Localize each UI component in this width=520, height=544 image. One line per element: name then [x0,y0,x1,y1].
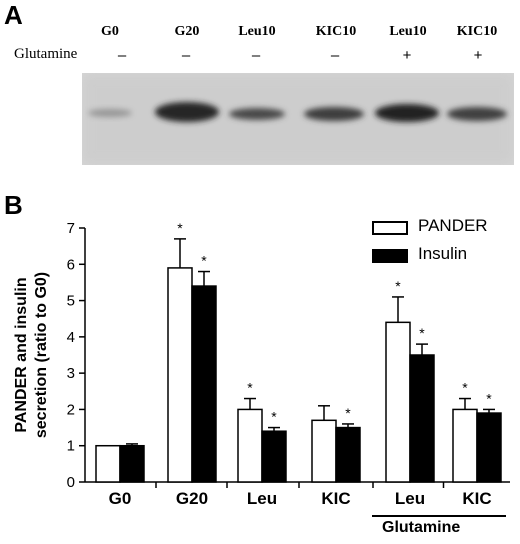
y-tick-label: 4 [67,329,75,346]
x-tick-label: KIC [321,489,350,508]
significance-marker: * [486,390,492,406]
y-tick-label: 0 [67,474,75,491]
y-tick-label: 5 [67,293,75,310]
bar-insulin [119,444,145,483]
glutamine-sign: + [473,47,483,64]
glutamine-group-caption: Glutamine [382,519,461,536]
x-tick-label: Leu [247,489,277,508]
glutamine-sign: – [251,47,261,64]
lane-label: Leu10 [238,24,276,39]
legend-label-insulin: Insulin [418,244,468,263]
bar-insulin [476,412,502,483]
glutamine-sign: – [117,47,127,64]
blot-band-g20 [155,102,219,122]
bar-insulin [261,430,287,483]
y-axis-label-line: secretion (ratio to G0) [33,271,51,439]
glutamine-sign: – [330,47,340,64]
panel-b-letter: B [4,190,23,220]
significance-marker: * [395,278,401,294]
blot-band-kic10-gln [447,107,507,121]
y-tick-label: 1 [67,438,75,455]
lane-label: G20 [174,24,200,39]
x-tick-label: G20 [176,489,208,508]
y-axis-label: PANDER and insulin secretion (ratio to G… [12,272,52,438]
western-blot-image [82,73,514,165]
glutamine-sign: – [181,47,191,64]
bar-pander [95,444,121,483]
significance-marker: * [462,380,468,396]
glutamine-sign: + [402,47,412,64]
x-tick-label: KIC [462,489,491,508]
blot-smear [82,73,514,165]
blot-band-leu10-gln [375,104,439,122]
significance-marker: * [345,405,351,421]
y-tick-label: 6 [67,256,75,273]
legend-swatch-insulin [372,249,408,263]
lane-label: KIC10 [315,24,357,39]
significance-marker: * [247,380,253,396]
glutamine-row-label: Glutamine [14,46,78,62]
significance-marker: * [177,220,183,236]
y-tick-label: 7 [67,220,75,237]
legend-label-pander: PANDER [418,216,488,235]
lane-label: G0 [101,24,119,39]
blot-band-leu10 [229,108,285,120]
lane-label: Leu10 [389,24,427,39]
x-tick-label: Leu [395,489,425,508]
bar-insulin [191,285,217,483]
significance-marker: * [271,409,277,425]
legend-swatch-pander [372,221,408,235]
y-tick-label: 3 [67,365,75,382]
bar-insulin [409,354,435,483]
bar-pander [237,408,263,483]
x-tick-label: G0 [109,489,132,508]
y-tick-label: 2 [67,401,75,418]
bar-pander [167,267,193,483]
bar-pander [452,408,478,483]
panel-a-letter: A [4,0,23,30]
bar-pander [311,419,337,483]
y-axis-label-line: PANDER and insulin [13,277,31,433]
blot-band-g0 [88,109,132,117]
lane-label: KIC10 [456,24,498,39]
significance-marker: * [201,253,207,269]
blot-band-kic10 [304,107,364,121]
significance-marker: * [419,325,425,341]
bar-insulin [335,426,361,483]
bar-pander [385,321,411,483]
